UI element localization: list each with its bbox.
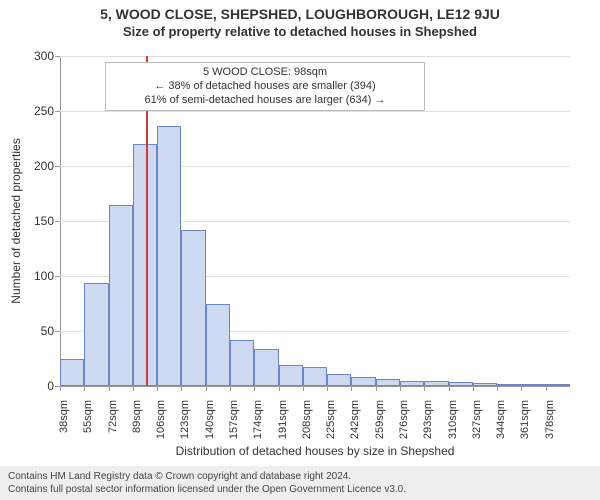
x-tick-label: 293sqm bbox=[422, 400, 434, 450]
x-tick-label: 344sqm bbox=[495, 400, 507, 450]
footer: Contains HM Land Registry data © Crown c… bbox=[0, 466, 600, 500]
x-tick-label: 242sqm bbox=[349, 400, 361, 450]
histogram-bar bbox=[400, 381, 424, 387]
x-axis-line bbox=[60, 386, 570, 387]
y-tick-mark bbox=[55, 56, 60, 57]
histogram-bar bbox=[109, 205, 133, 387]
y-tick-mark bbox=[55, 276, 60, 277]
x-tick-mark bbox=[400, 386, 401, 391]
histogram-bar bbox=[206, 304, 230, 387]
histogram-bar bbox=[181, 230, 205, 386]
y-tick-label: 50 bbox=[4, 324, 54, 338]
x-tick-label: 225sqm bbox=[325, 400, 337, 450]
y-tick-label: 0 bbox=[4, 379, 54, 393]
x-tick-mark bbox=[521, 386, 522, 391]
x-tick-mark bbox=[109, 386, 110, 391]
x-tick-label: 259sqm bbox=[374, 400, 386, 450]
x-tick-label: 157sqm bbox=[228, 400, 240, 450]
x-tick-label: 72sqm bbox=[107, 400, 119, 450]
x-axis-title: Distribution of detached houses by size … bbox=[60, 444, 570, 458]
info-box: 5 WOOD CLOSE: 98sqm ← 38% of detached ho… bbox=[105, 62, 425, 111]
x-tick-label: 55sqm bbox=[82, 400, 94, 450]
histogram-bar bbox=[279, 365, 303, 386]
x-tick-mark bbox=[60, 386, 61, 391]
x-tick-mark bbox=[206, 386, 207, 391]
histogram-bar bbox=[351, 377, 375, 386]
x-tick-mark bbox=[376, 386, 377, 391]
x-tick-label: 327sqm bbox=[471, 400, 483, 450]
x-tick-label: 191sqm bbox=[277, 400, 289, 450]
x-tick-label: 38sqm bbox=[58, 400, 70, 450]
histogram-bar bbox=[424, 381, 448, 387]
histogram-bar bbox=[497, 384, 521, 386]
x-tick-mark bbox=[449, 386, 450, 391]
x-tick-label: 140sqm bbox=[204, 400, 216, 450]
histogram-bar bbox=[230, 340, 254, 386]
y-tick-label: 150 bbox=[4, 214, 54, 228]
x-tick-mark bbox=[230, 386, 231, 391]
chart-container: 5, WOOD CLOSE, SHEPSHED, LOUGHBOROUGH, L… bbox=[0, 0, 600, 500]
histogram-bar bbox=[449, 382, 473, 386]
x-tick-label: 89sqm bbox=[131, 400, 143, 450]
info-line-1: 5 WOOD CLOSE: 98sqm bbox=[112, 66, 418, 80]
y-tick-label: 300 bbox=[4, 49, 54, 63]
histogram-bar bbox=[473, 383, 497, 386]
chart-area: Number of detached properties 0501001502… bbox=[60, 56, 570, 386]
x-tick-label: 361sqm bbox=[519, 400, 531, 450]
histogram-bar bbox=[60, 359, 84, 387]
y-tick-label: 250 bbox=[4, 104, 54, 118]
y-tick-label: 200 bbox=[4, 159, 54, 173]
chart-subtitle: Size of property relative to detached ho… bbox=[0, 22, 600, 41]
x-tick-label: 106sqm bbox=[155, 400, 167, 450]
x-tick-mark bbox=[497, 386, 498, 391]
histogram-bar bbox=[327, 374, 351, 386]
x-tick-mark bbox=[327, 386, 328, 391]
x-tick-mark bbox=[84, 386, 85, 391]
histogram-bar bbox=[521, 384, 545, 386]
x-tick-mark bbox=[546, 386, 547, 391]
histogram-bar bbox=[84, 283, 108, 386]
footer-line-1: Contains HM Land Registry data © Crown c… bbox=[8, 470, 592, 483]
x-tick-mark bbox=[181, 386, 182, 391]
y-tick-mark bbox=[55, 221, 60, 222]
histogram-bar bbox=[376, 379, 400, 386]
x-tick-mark bbox=[157, 386, 158, 391]
x-tick-label: 276sqm bbox=[398, 400, 410, 450]
x-tick-mark bbox=[424, 386, 425, 391]
x-tick-label: 174sqm bbox=[252, 400, 264, 450]
x-tick-mark bbox=[303, 386, 304, 391]
histogram-bar bbox=[254, 349, 278, 386]
y-tick-mark bbox=[55, 166, 60, 167]
histogram-bar bbox=[546, 384, 570, 386]
x-tick-mark bbox=[254, 386, 255, 391]
y-tick-mark bbox=[55, 111, 60, 112]
x-tick-mark bbox=[473, 386, 474, 391]
x-tick-mark bbox=[133, 386, 134, 391]
grid-line bbox=[60, 56, 570, 57]
y-tick-mark bbox=[55, 331, 60, 332]
x-tick-label: 310sqm bbox=[447, 400, 459, 450]
info-line-3: 61% of semi-detached houses are larger (… bbox=[112, 94, 418, 108]
histogram-bar bbox=[303, 367, 327, 386]
x-tick-label: 378sqm bbox=[544, 400, 556, 450]
histogram-bar bbox=[157, 126, 181, 386]
x-tick-mark bbox=[279, 386, 280, 391]
y-tick-label: 100 bbox=[4, 269, 54, 283]
x-tick-label: 123sqm bbox=[179, 400, 191, 450]
x-tick-label: 208sqm bbox=[301, 400, 313, 450]
x-tick-mark bbox=[351, 386, 352, 391]
footer-line-2: Contains full postal sector information … bbox=[8, 483, 592, 496]
info-line-2: ← 38% of detached houses are smaller (39… bbox=[112, 80, 418, 94]
chart-title: 5, WOOD CLOSE, SHEPSHED, LOUGHBOROUGH, L… bbox=[0, 0, 600, 22]
